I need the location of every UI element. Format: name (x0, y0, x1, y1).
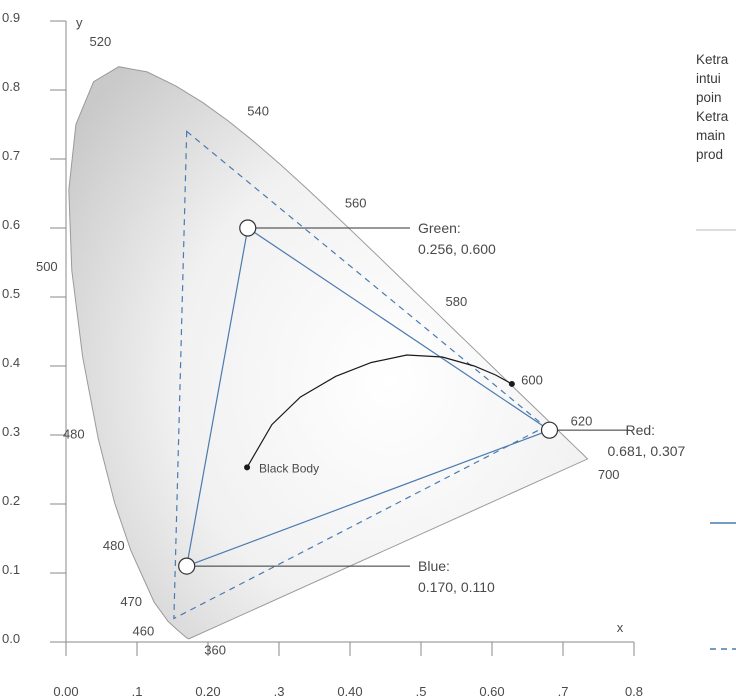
wavelength-label: 460 (133, 623, 155, 638)
wavelength-label: 580 (446, 294, 468, 309)
y-tick-label: 0.7 (2, 148, 20, 163)
gamut-triangle-dashed (173, 130, 547, 620)
wavelength-label: 700 (598, 467, 620, 482)
y-tick-label: 0.4 (2, 355, 20, 370)
x-tick-label: 0.60 (479, 684, 504, 699)
wavelength-label: 600 (521, 373, 543, 388)
side-text-line: prod (696, 147, 724, 162)
wavelength-label: 560 (345, 195, 367, 210)
x-tick-label: .1 (132, 684, 143, 699)
y-axis-name: y (76, 15, 83, 30)
x-tick-label: .5 (416, 684, 427, 699)
point-label: Red: (626, 422, 656, 438)
x-tick-label: 0.40 (337, 684, 362, 699)
wavelength-label: 480 (103, 538, 125, 553)
y-tick-label: 0.5 (2, 286, 20, 301)
wavelength-label: 500 (36, 259, 58, 274)
wavelength-label: 480 (63, 426, 85, 441)
side-text-line: poin (696, 90, 722, 105)
wavelength-label: 360 (204, 643, 226, 658)
black-body-curve (246, 354, 513, 468)
y-tick-label: 0.6 (2, 217, 20, 232)
y-tick-label: 0.0 (2, 631, 20, 646)
side-description: Ketra intui poin Ketra main prod (696, 50, 736, 164)
y-tick-label: 0.8 (2, 79, 20, 94)
wavelength-label: 620 (571, 413, 593, 428)
side-text-line: main (696, 128, 726, 143)
y-tick-label: 0.9 (2, 10, 20, 25)
point-label: Blue: (418, 558, 450, 574)
point-label: Green: (418, 220, 461, 236)
y-tick-label: 0.3 (2, 424, 20, 439)
gamut-triangle-solid (185, 226, 551, 568)
x-tick-label: 0.20 (195, 684, 220, 699)
side-text-line: intui (696, 71, 721, 86)
wavelength-label: 540 (247, 104, 269, 119)
spectral-locus (68, 66, 589, 640)
x-tick-label: 0.8 (625, 684, 643, 699)
primary-point (239, 219, 257, 237)
wavelength-label: 470 (120, 594, 142, 609)
x-tick-label: .3 (274, 684, 285, 699)
primary-point (540, 421, 559, 439)
point-value: 0.256, 0.600 (418, 241, 496, 257)
y-tick-label: 0.2 (2, 493, 20, 508)
wavelength-label: 520 (90, 34, 112, 49)
point-value: 0.170, 0.110 (418, 579, 495, 595)
primary-point (178, 557, 196, 575)
x-tick-label: 0.00 (53, 684, 78, 699)
x-axis-name: x (617, 620, 624, 635)
x-tick-label: .7 (558, 684, 569, 699)
side-text-line: Ketra (696, 109, 729, 124)
side-text-line: Ketra (696, 52, 729, 67)
black-body-label: Black Body (259, 461, 319, 475)
y-tick-label: 0.1 (2, 562, 20, 577)
black-body-end-dot (508, 380, 515, 387)
point-value: 0.681, 0.307 (608, 443, 686, 459)
black-body-start-dot (244, 464, 251, 471)
